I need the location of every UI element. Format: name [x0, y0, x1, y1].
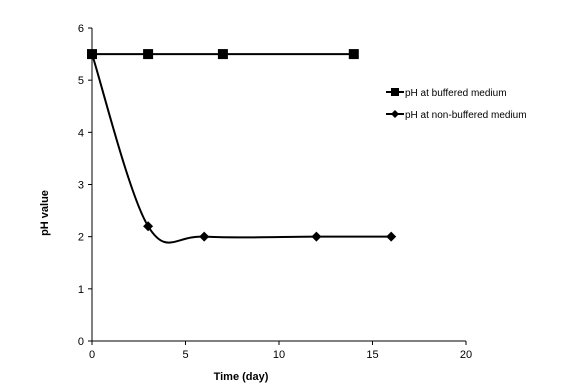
y-tick-label: 0 — [78, 336, 84, 348]
x-axis-title: Time (day) — [214, 371, 269, 383]
legend-label-non-buffered: pH at non-buffered medium — [405, 110, 527, 121]
x-tick-label: 15 — [366, 349, 378, 361]
series-layer — [87, 49, 397, 244]
data-point-diamond — [311, 231, 322, 242]
series-line-1 — [91, 53, 392, 244]
legend-marker-buffered — [391, 88, 399, 96]
legend-item-non-buffered: pH at non-buffered medium — [386, 110, 527, 121]
data-point-diamond — [199, 231, 210, 242]
y-tick-label: 4 — [78, 127, 84, 139]
legend: pH at buffered medium pH at non-buffered… — [386, 88, 527, 121]
data-point-square — [217, 49, 228, 60]
x-ticks: 0 5 10 15 20 — [89, 341, 472, 361]
x-tick-label: 5 — [182, 349, 188, 361]
x-tick-label: 10 — [273, 349, 285, 361]
data-point-square — [348, 49, 359, 60]
legend-marker-non-buffered — [391, 110, 399, 118]
data-point-diamond — [386, 231, 397, 242]
legend-label-buffered: pH at buffered medium — [405, 88, 507, 99]
x-tick-label: 20 — [460, 349, 472, 361]
data-point-square — [143, 49, 154, 60]
y-tick-label: 3 — [78, 180, 84, 192]
y-tick-label: 1 — [78, 284, 84, 296]
y-axis-title: pH value — [39, 190, 51, 236]
x-tick-label: 0 — [89, 349, 95, 361]
y-tick-label: 2 — [78, 232, 84, 244]
y-ticks: 0 1 2 3 4 5 6 — [78, 23, 92, 348]
y-tick-label: 6 — [78, 23, 84, 35]
y-tick-label: 5 — [78, 75, 84, 87]
data-point-diamond — [143, 221, 154, 232]
data-point-diamond — [87, 49, 97, 60]
axes — [91, 28, 466, 342]
legend-item-buffered: pH at buffered medium — [386, 88, 507, 99]
